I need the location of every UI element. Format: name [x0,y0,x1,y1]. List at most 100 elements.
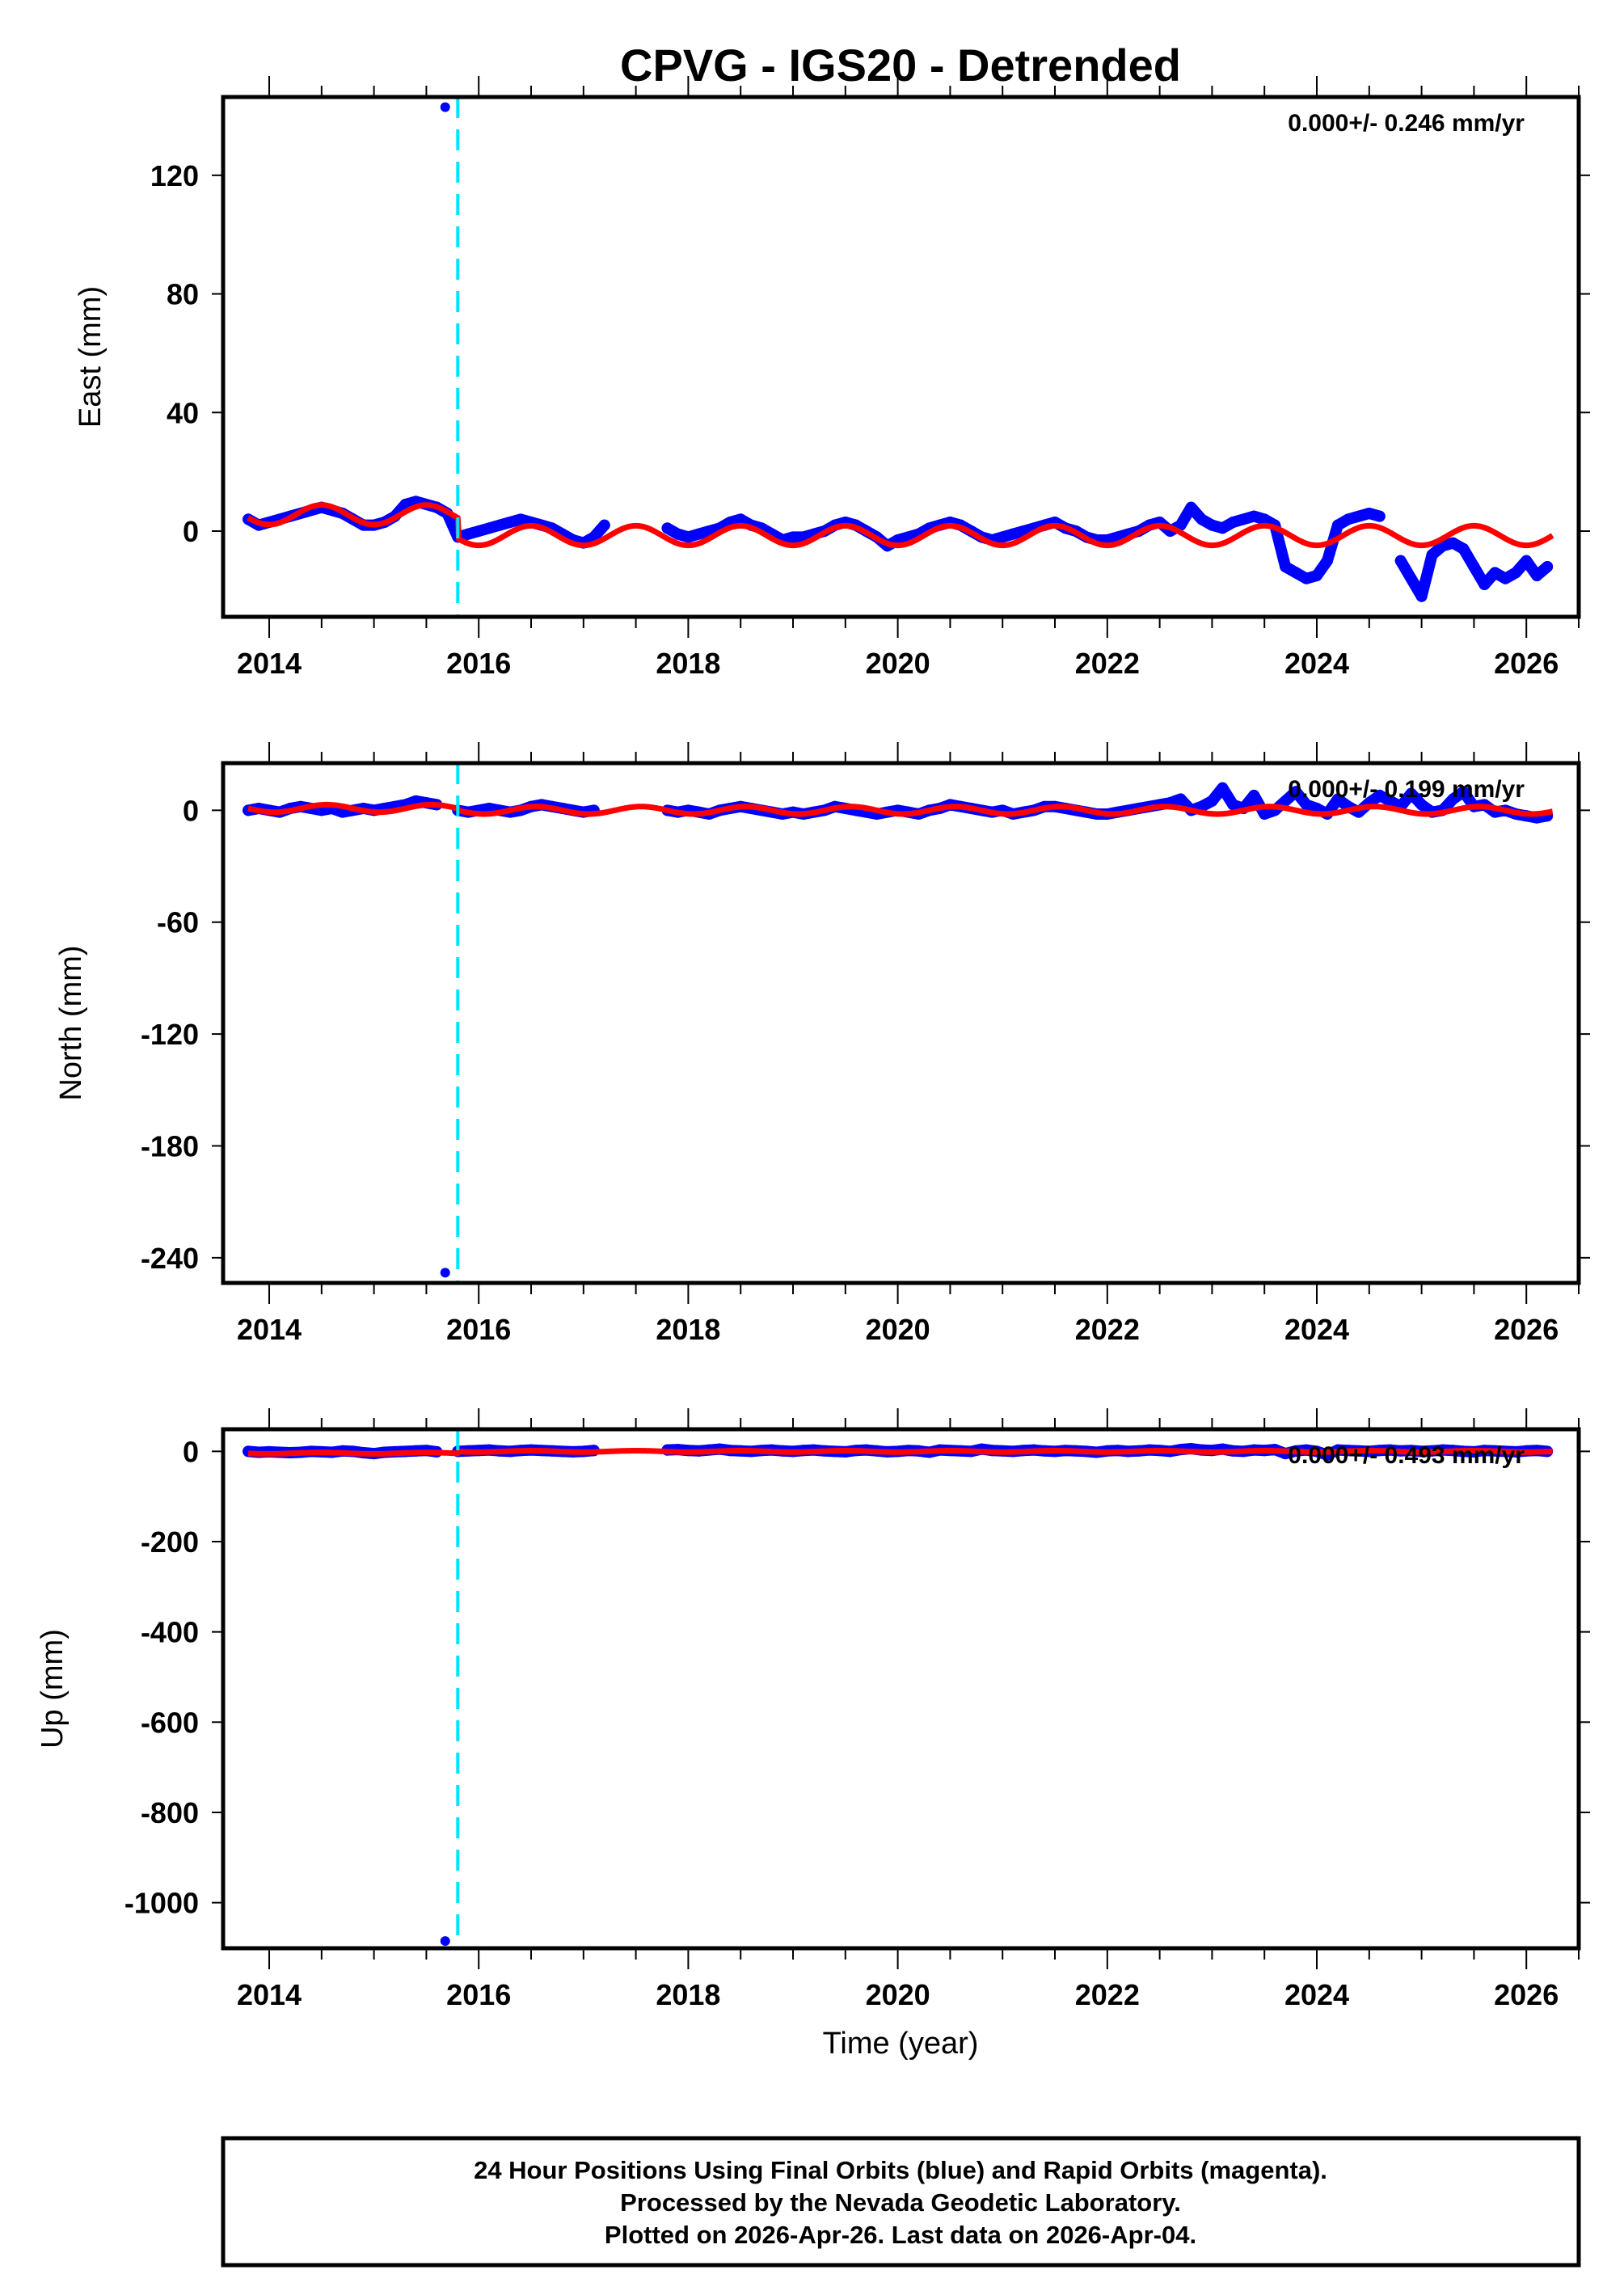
plot-frame [221,761,1581,1285]
y-axis-label: North (mm) [54,945,88,1100]
observation-point [1238,513,1250,525]
observation-point [1248,510,1260,522]
y-axis-label: East (mm) [74,286,108,428]
observation-point [1531,570,1543,582]
velocity-annotation: 0.000+/- 0.199 mm/yr [1288,776,1525,803]
footer-line-2: Processed by the Nevada Geodetic Laborat… [620,2188,1181,2217]
observation-point [1373,789,1386,801]
observation-point [1227,799,1239,811]
observation-point [598,519,610,531]
plot-area [243,1443,1554,1947]
observation-point [1321,555,1333,567]
y-tick-label: 0 [183,1435,199,1468]
observation-point [1290,786,1302,798]
y-tick-label: -600 [141,1706,199,1739]
observation-point [1280,561,1292,573]
x-tick-label: 2018 [656,1313,720,1346]
observation-point [515,513,527,525]
observation-point [1468,561,1480,573]
observation-point [1447,537,1459,549]
observation-point [1196,513,1208,525]
axes: 2014 2016 2018 2020 2022 2024 2026 0 40 80 120 East… [74,76,1590,680]
observation-point [1384,795,1396,807]
y-tick-label: 120 [150,159,199,192]
x-tick-label: 2016 [446,647,511,680]
y-tick-label: -200 [141,1525,199,1559]
axes: 2014 2016 2018 2020 2022 2024 2026 0 -200 -400 -60… [36,1408,1590,2011]
model-curve [246,801,1554,817]
observation-point [504,516,517,528]
observation-point [483,522,496,534]
observation-point [1500,572,1512,584]
x-tick-label: 2026 [1494,1978,1559,2011]
observation-point [1342,513,1354,525]
y-tick-label: -800 [141,1796,199,1829]
observation-point [787,531,799,543]
observation-point [997,531,1009,543]
panel-east: 2014 2016 2018 2020 2022 2024 2026 0 40 80 120 East… [74,76,1590,680]
observation-point [1478,579,1491,591]
x-tick-label: 2016 [446,1313,511,1346]
observation-point [1394,555,1407,567]
x-tick-label: 2022 [1075,647,1140,680]
observation-point [1217,782,1229,794]
observation-point [1301,799,1313,811]
observation-point [1280,795,1292,807]
y-tick-label: -180 [141,1129,199,1162]
observation-point [1542,561,1554,573]
observation-point [1175,793,1187,805]
panels: 2014 2016 2018 2020 2022 2024 2026 0 40 80 120 East… [36,76,1590,2011]
x-tick-label: 2024 [1284,1313,1349,1346]
observation-point [672,528,684,540]
x-axis-label: Time (year) [823,2027,979,2061]
observation-point [1426,549,1438,561]
outlier-point [440,1936,450,1947]
footer-box: 24 Hour Positions Using Final Orbits (bl… [221,2136,1581,2268]
observation-point [473,525,485,537]
observation-point [1405,787,1417,800]
outlier-point [440,102,450,112]
observation-point [1185,501,1197,513]
plot-frame [221,95,1581,619]
model-curve [246,502,1554,549]
observation-point [1331,793,1343,805]
y-tick-label: -1000 [124,1887,199,1920]
observation-point [1373,510,1386,522]
observation-point [1331,519,1343,531]
observation-point [1007,528,1019,540]
x-tick-label: 2014 [237,1313,302,1346]
y-tick-label: 0 [183,794,199,827]
plot-area [243,102,1554,602]
y-tick-label: 40 [167,396,199,429]
observation-point [1457,543,1470,555]
x-tick-label: 2020 [866,647,930,680]
x-tick-label: 2024 [1284,1978,1349,2011]
x-tick-label: 2020 [866,1978,930,2011]
x-tick-label: 2020 [866,1313,930,1346]
x-tick-label: 2026 [1494,1313,1559,1346]
x-tick-label: 2014 [237,647,302,680]
observation-point [1489,567,1501,579]
footer-line-1: 24 Hour Positions Using Final Orbits (bl… [474,2156,1327,2184]
y-axis-label: Up (mm) [36,1629,70,1749]
plot-frame [221,1427,1581,1951]
observation-point [1405,572,1417,584]
panel-north: 2014 2016 2018 2020 2022 2024 2026 0 -60 -120 -180… [54,742,1590,1346]
observation-point [1521,555,1533,567]
x-tick-label: 2016 [446,1978,511,2011]
plot-area [243,782,1554,1278]
velocity-annotation: 0.000+/- 0.246 mm/yr [1288,110,1525,137]
observation-point [693,528,705,540]
outlier-point [440,1268,450,1278]
observation-point [1510,567,1522,579]
x-tick-label: 2024 [1284,647,1349,680]
observation-point [682,531,694,543]
velocity-annotation: 0.000+/- 0.493 mm/yr [1288,1442,1525,1469]
y-tick-label: -400 [141,1616,199,1649]
y-tick-label: 0 [183,515,199,548]
y-tick-label: -60 [157,906,199,939]
observation-point [1227,516,1239,528]
observation-point [1259,513,1271,525]
y-tick-label: 80 [167,278,199,311]
